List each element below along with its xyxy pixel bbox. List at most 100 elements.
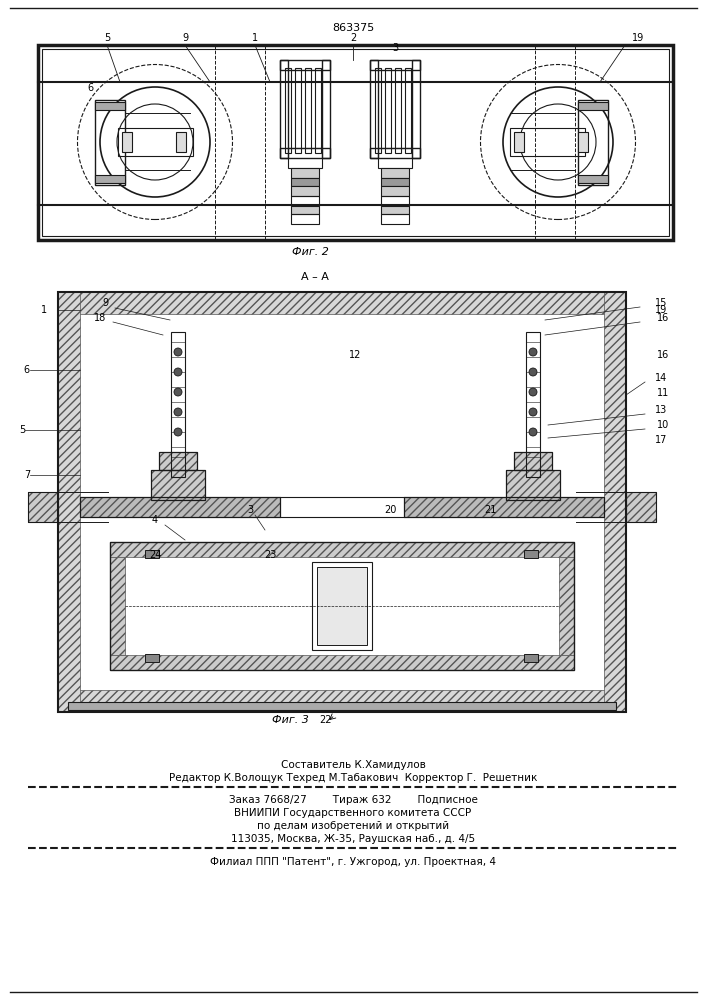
Text: 7: 7: [24, 470, 30, 480]
Circle shape: [174, 388, 182, 396]
Bar: [280, 148, 330, 158]
Circle shape: [174, 428, 182, 436]
Text: 5: 5: [19, 425, 25, 435]
Bar: [110, 557, 125, 655]
Bar: [524, 550, 538, 558]
Circle shape: [174, 368, 182, 376]
Bar: [151, 470, 205, 500]
Bar: [604, 292, 626, 712]
Bar: [28, 492, 58, 522]
Bar: [291, 206, 319, 214]
Circle shape: [174, 348, 182, 356]
Text: 22: 22: [319, 715, 332, 725]
Bar: [159, 452, 197, 470]
Text: Фиг. 3: Фиг. 3: [271, 715, 308, 725]
Bar: [322, 60, 330, 158]
Bar: [526, 332, 540, 477]
Bar: [578, 132, 588, 152]
Text: Редактор К.Волощук Техред М.Табакович  Корректор Г.  Решетник: Редактор К.Волощук Техред М.Табакович Ко…: [169, 773, 537, 783]
Bar: [58, 292, 626, 712]
Bar: [578, 175, 608, 183]
Text: Фиг. 2: Фиг. 2: [291, 247, 329, 257]
Bar: [280, 60, 288, 158]
Bar: [312, 562, 372, 650]
Bar: [559, 557, 574, 655]
Text: 17: 17: [655, 435, 667, 445]
Circle shape: [174, 408, 182, 416]
Bar: [80, 497, 280, 517]
Text: 1: 1: [41, 305, 47, 315]
Bar: [305, 68, 311, 153]
Bar: [514, 452, 552, 470]
Bar: [578, 102, 608, 110]
Bar: [110, 542, 574, 557]
Bar: [378, 148, 412, 168]
Text: 14: 14: [655, 373, 667, 383]
Bar: [370, 60, 378, 158]
Text: 11: 11: [657, 388, 670, 398]
Text: 24: 24: [148, 550, 161, 560]
Bar: [381, 168, 409, 178]
Text: 6: 6: [87, 83, 93, 93]
Bar: [110, 542, 574, 670]
Bar: [385, 68, 391, 153]
Bar: [291, 168, 319, 178]
Text: 9: 9: [102, 298, 108, 308]
Bar: [626, 492, 656, 522]
Text: 20: 20: [384, 505, 396, 515]
Bar: [510, 128, 585, 156]
Bar: [514, 452, 552, 470]
Text: 16: 16: [657, 313, 670, 323]
Text: Составитель К.Хамидулов: Составитель К.Хамидулов: [281, 760, 426, 770]
Text: по делам изобретений и открытий: по делам изобретений и открытий: [257, 821, 449, 831]
Bar: [285, 68, 291, 153]
Text: А – А: А – А: [301, 272, 329, 282]
Text: 15: 15: [655, 298, 667, 308]
Bar: [381, 206, 409, 214]
Bar: [58, 690, 626, 712]
Bar: [68, 702, 616, 710]
Bar: [412, 60, 420, 158]
Bar: [381, 186, 409, 196]
Bar: [404, 497, 604, 517]
Bar: [514, 132, 524, 152]
Text: 21: 21: [484, 505, 496, 515]
Text: 12: 12: [349, 350, 361, 360]
Bar: [159, 452, 197, 470]
Bar: [506, 470, 560, 500]
Text: Филиал ППП "Патент", г. Ужгород, ул. Проектная, 4: Филиал ППП "Патент", г. Ужгород, ул. Про…: [210, 857, 496, 867]
Bar: [291, 186, 319, 196]
Text: 4: 4: [152, 515, 158, 525]
Bar: [280, 60, 330, 70]
Text: 16: 16: [657, 350, 670, 360]
Text: Заказ 7668/27        Тираж 632        Подписное: Заказ 7668/27 Тираж 632 Подписное: [228, 795, 477, 805]
Text: 2: 2: [350, 33, 356, 43]
Bar: [381, 214, 409, 224]
Text: 13: 13: [655, 405, 667, 415]
Text: 18: 18: [94, 313, 106, 323]
Text: 3: 3: [392, 43, 398, 53]
Bar: [95, 100, 125, 185]
Text: 1: 1: [252, 33, 258, 43]
Text: 6: 6: [24, 365, 30, 375]
Bar: [171, 332, 185, 477]
Bar: [524, 654, 538, 662]
Bar: [315, 68, 321, 153]
Bar: [151, 470, 205, 500]
Text: 10: 10: [657, 420, 670, 430]
Bar: [626, 492, 656, 522]
Bar: [370, 148, 420, 158]
Bar: [95, 175, 125, 183]
Text: 9: 9: [182, 33, 188, 43]
Bar: [395, 68, 401, 153]
Text: 113035, Москва, Ж-35, Раушская наб., д. 4/5: 113035, Москва, Ж-35, Раушская наб., д. …: [231, 834, 475, 844]
Bar: [58, 292, 80, 712]
Bar: [145, 654, 159, 662]
Bar: [291, 178, 319, 186]
Text: ВНИИПИ Государственного комитета СССР: ВНИИПИ Государственного комитета СССР: [235, 808, 472, 818]
Bar: [295, 68, 301, 153]
Circle shape: [529, 388, 537, 396]
Bar: [42, 49, 669, 236]
Bar: [118, 128, 193, 156]
Bar: [578, 100, 608, 185]
